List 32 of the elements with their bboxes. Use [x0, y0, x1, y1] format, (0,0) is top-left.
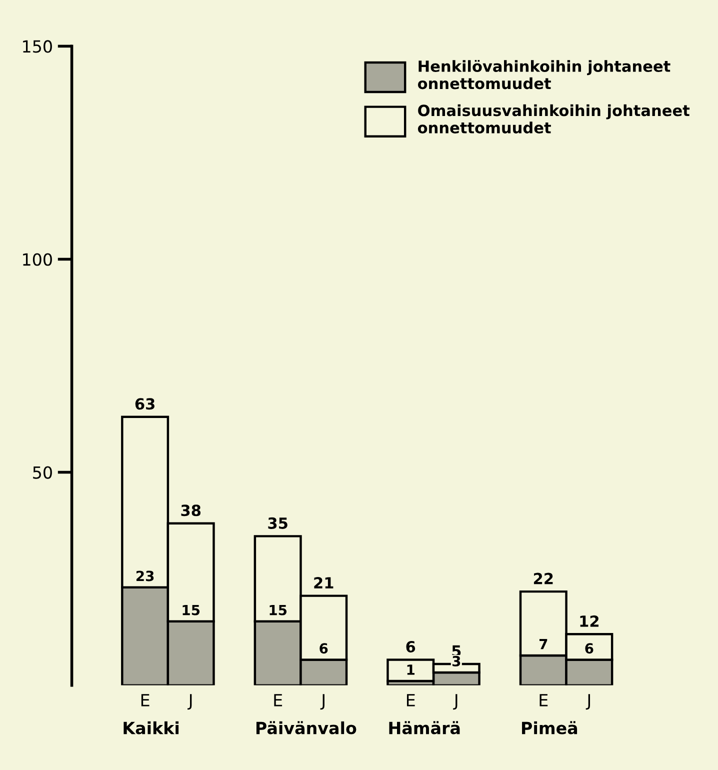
text: Kaikki: [124, 721, 179, 734]
text: Pimeä: [522, 721, 578, 734]
y-tick-label: 50: [33, 466, 52, 479]
legend-label: Henkilövahinkoihin johtaneet onnettomuudet: [418, 60, 670, 90]
total-label: 21: [314, 577, 334, 588]
legend-label: Omaisuusvahinkoihin johtaneet onnettomuudet: [418, 104, 690, 134]
data-label: 6: [320, 643, 328, 654]
data-label: 6: [585, 643, 594, 654]
text: Hämärä: [389, 721, 460, 734]
y-tick-label: 150: [23, 40, 52, 53]
x-tick-label: J: [453, 694, 458, 710]
x-tick-label: J: [586, 694, 590, 710]
x-tick-label: E: [141, 694, 150, 706]
data-label: 15: [182, 604, 200, 616]
total-label: 35: [268, 517, 288, 529]
data-label: 3: [452, 656, 460, 666]
total-label: 22: [534, 572, 553, 584]
total-label: 63: [135, 398, 154, 410]
x-tick-label: J: [188, 694, 192, 710]
x-tick-label: E: [274, 694, 282, 706]
data-label: 7: [539, 639, 548, 650]
total-label: 6: [406, 640, 416, 653]
data-label: 15: [270, 604, 287, 616]
total-label: 12: [580, 615, 598, 627]
x-tick-label: E: [540, 694, 548, 706]
x-tick-label: E: [406, 694, 415, 706]
data-label: 23: [136, 570, 154, 582]
data-label: 1: [407, 664, 414, 675]
text: Päivänvalo: [256, 721, 356, 734]
x-tick-label: J: [320, 694, 324, 710]
total-label: 38: [181, 504, 201, 516]
y-tick-label: 100: [23, 253, 52, 266]
